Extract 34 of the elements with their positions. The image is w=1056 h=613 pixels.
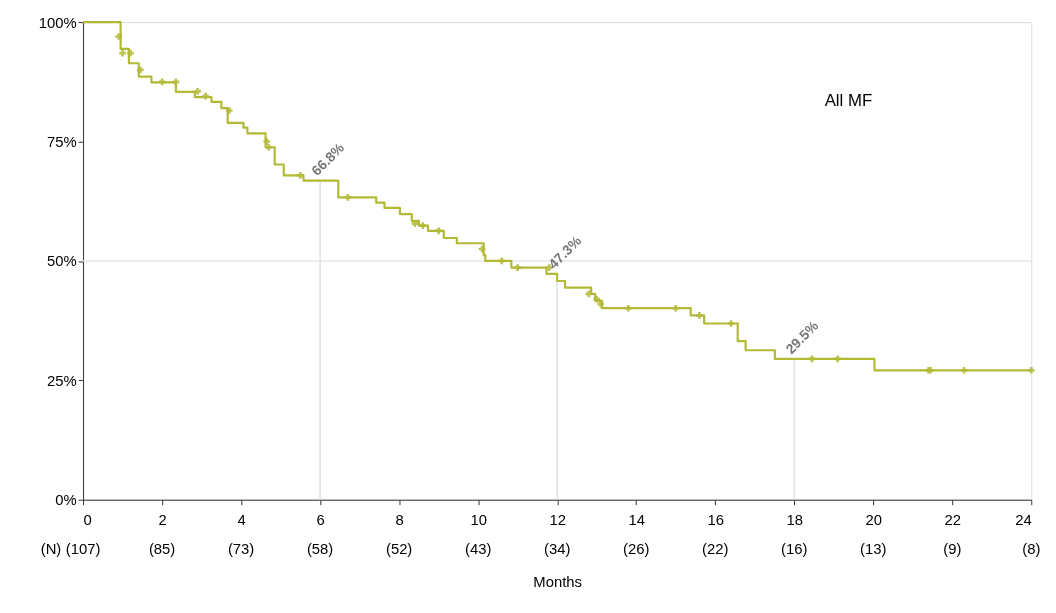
text: (52) [385,541,413,558]
y-tick-label: 25% [46,372,77,389]
x-tick-label: 2 [158,511,167,528]
text: (13) [860,541,887,558]
text: (N) [40,541,62,558]
x-tick-label: 18 [786,511,803,528]
x-tick-label: 8 [395,511,404,528]
x-tick-label: 6 [316,511,325,528]
text: (107) [65,541,101,558]
text: (22) [702,541,729,558]
text: (9) [943,541,962,558]
x-tick-label: 4 [237,511,246,528]
x-tick-label: 24 [1015,511,1032,528]
x-tick-label: 12 [549,511,566,528]
y-tick-label: 50% [46,253,77,270]
text: (8) [1022,541,1041,558]
text: (73) [227,541,255,558]
annotation: All MF [824,91,873,111]
x-tick-label: 14 [628,511,645,528]
x-axis-title: Months [533,574,582,591]
x-tick-label: 10 [470,511,487,528]
text: (43) [464,541,492,558]
x-tick-label: 16 [707,511,724,528]
y-tick-label: 75% [46,133,77,150]
x-tick-label: 20 [865,511,882,528]
text: (58) [306,541,334,558]
text: (26) [623,541,650,558]
x-tick-label: 0 [83,511,92,528]
text: (85) [148,541,176,558]
y-tick-label: 100% [38,14,77,31]
text: (16) [781,541,808,558]
x-tick-label: 22 [944,511,962,528]
text: (34) [543,541,571,558]
y-tick-label: 0% [55,492,77,509]
